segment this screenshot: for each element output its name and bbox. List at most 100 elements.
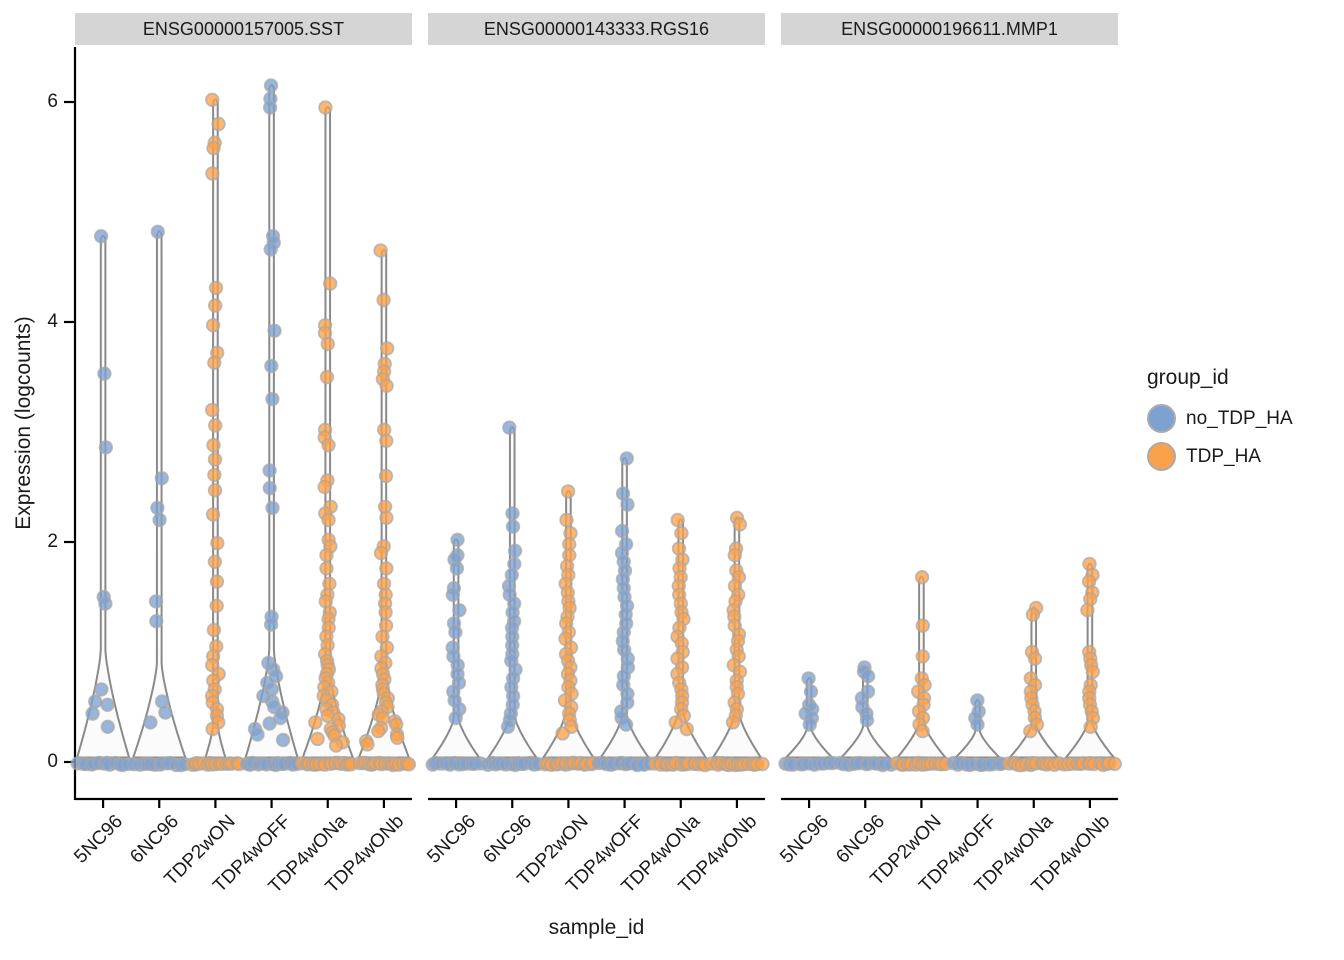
data-point [143,715,158,730]
data-point [250,727,265,742]
data-point [378,605,393,620]
data-point [158,705,173,720]
data-point [618,717,634,732]
data-point [801,671,816,686]
data-point [93,228,109,244]
facet-strip-2: ENSG00000143333.RGS16 [428,13,765,45]
data-point [860,669,876,684]
data-point [614,523,630,539]
data-point [263,78,279,93]
data-point [204,92,220,108]
data-point [505,506,520,521]
data-point-zero [755,756,770,772]
data-point [207,418,223,433]
data-point [154,471,170,486]
legend-swatch-orange-icon [1147,442,1176,471]
data-point [914,570,930,585]
data-point [263,242,278,257]
data-point [318,100,333,115]
points-layer-1 [70,78,417,773]
data-point [505,519,521,534]
y-tick-label-4: 4 [47,311,58,332]
facet-title-3: ENSG00000196611.MMP1 [841,18,1058,39]
data-point [725,715,741,730]
data-point [507,543,523,559]
data-point [321,512,336,528]
data-point [209,598,224,614]
data-point [262,463,277,478]
data-point [379,378,394,394]
data-point [204,402,220,418]
data-point [448,625,463,640]
data-point [209,574,225,589]
data-point [379,510,394,526]
data-point [87,694,103,709]
data-point [915,618,931,633]
data-point [263,617,279,632]
data-point [328,738,344,753]
data-point [323,276,338,291]
data-point [94,682,109,697]
data-point [1023,724,1038,739]
data-point [205,166,220,181]
data-point [555,726,570,741]
data-point [373,545,389,561]
data-point [371,724,386,739]
data-point [448,710,463,726]
data-point [206,140,221,156]
data-point [97,366,112,381]
y-tick-label-6: 6 [47,91,58,112]
data-point [452,603,467,618]
data-point [310,731,325,747]
data-point [321,438,336,453]
data-point [308,715,323,730]
data-point [205,507,221,522]
data-point [206,438,221,453]
data-point [319,369,335,385]
y-axis-title: Expression (logcounts) [12,316,35,530]
data-point [100,719,116,735]
data-point [319,561,334,576]
facet-title-1: ENSG00000157005.SST [142,18,345,39]
data-point [376,292,391,308]
facet-title-2: ENSG00000143333.RGS16 [483,18,710,39]
data-point [206,622,222,638]
data-point [208,280,224,296]
facet-strip-3: ENSG00000196611.MMP1 [781,13,1118,45]
data-point [100,697,115,713]
points-layer-3 [778,556,1123,773]
data-point [317,479,332,495]
data-point [148,594,164,609]
legend-title: group_id [1147,366,1229,389]
data-point [727,548,743,563]
data-point [207,452,223,467]
data-point [265,500,280,516]
data-point [1083,719,1098,735]
x-axis-title: sample_id [548,916,645,939]
data-point [620,497,635,512]
data-point [915,649,930,664]
data-point [1085,664,1101,680]
data-point [380,341,395,356]
facet-panel-1 [75,84,411,759]
data-point [152,512,167,528]
data-point [915,724,930,739]
facet-strip-1: ENSG00000157005.SST [75,13,412,45]
data-point [502,420,517,435]
data-point [445,587,461,603]
data-point [449,561,465,576]
legend-label-tdp-ha: TDP_HA [1186,445,1261,467]
data-point [207,554,223,570]
data-point [320,336,336,352]
data-point [207,298,223,313]
data-point [275,732,291,748]
data-point [267,323,282,339]
violin-ENSG00000157005.SST-5NC96 [75,234,131,759]
legend-item-no-tdp-ha: no_TDP_HA [1147,404,1293,433]
data-point [150,500,165,516]
data-point [207,467,222,483]
data-point [360,737,375,752]
data-point [670,512,685,528]
points-layer-2 [425,420,770,773]
